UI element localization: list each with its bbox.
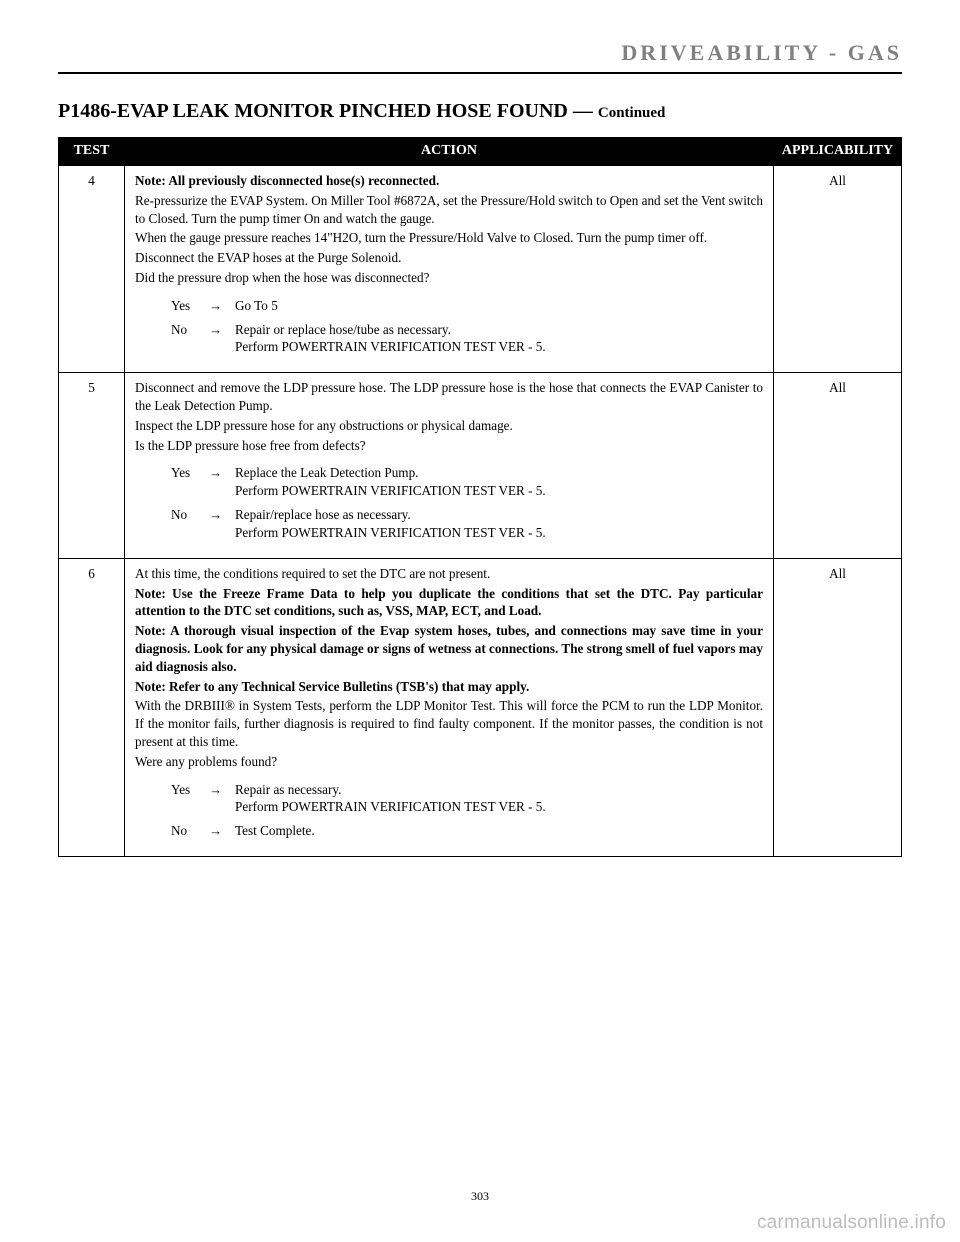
table-row: 4 Note: All previously disconnected hose(… <box>59 165 902 372</box>
arrow-icon: → <box>209 781 235 799</box>
action-cell: Disconnect and remove the LDP pressure h… <box>125 373 774 559</box>
test-number: 6 <box>59 558 125 856</box>
title-main: P1486-EVAP LEAK MONITOR PINCHED HOSE FOU… <box>58 100 568 122</box>
diagnostic-table: TEST ACTION APPLICABILITY 4 Note: All pre… <box>58 137 902 857</box>
section-header: DRIVEABILITY - GAS <box>58 40 902 66</box>
yes-no-block: Yes→Repair as necessary.Perform POWERTRA… <box>135 781 763 840</box>
action-line: Note: A thorough visual inspection of th… <box>135 622 763 675</box>
page-title: P1486-EVAP LEAK MONITOR PINCHED HOSE FOU… <box>58 100 902 123</box>
action-line: When the gauge pressure reaches 14"H2O, … <box>135 229 763 247</box>
table-header-row: TEST ACTION APPLICABILITY <box>59 138 902 166</box>
action-line: Disconnect the EVAP hoses at the Purge S… <box>135 249 763 267</box>
yn-label: Yes <box>171 464 209 482</box>
yn-row: Yes→Replace the Leak Detection Pump.Perf… <box>135 464 763 500</box>
action-line: Disconnect and remove the LDP pressure h… <box>135 379 763 415</box>
title-sep: — <box>568 100 598 122</box>
yn-row: No→Repair/replace hose as necessary.Perf… <box>135 506 763 542</box>
yes-no-block: Yes→Replace the Leak Detection Pump.Perf… <box>135 464 763 541</box>
table-row: 6 At this time, the conditions required t… <box>59 558 902 856</box>
yn-label: No <box>171 822 209 840</box>
watermark: carmanualsonline.info <box>757 1212 946 1234</box>
table-row: 5 Disconnect and remove the LDP pressure … <box>59 373 902 559</box>
test-number: 5 <box>59 373 125 559</box>
applicability-cell: All <box>774 558 902 856</box>
col-action: ACTION <box>125 138 774 166</box>
yn-text: Test Complete. <box>235 822 763 840</box>
action-line: With the DRBIII® in System Tests, perfor… <box>135 697 763 750</box>
action-line: Inspect the LDP pressure hose for any ob… <box>135 417 763 435</box>
page-number: 303 <box>0 1189 960 1204</box>
divider <box>58 72 902 74</box>
action-cell: At this time, the conditions required to… <box>125 558 774 856</box>
arrow-icon: → <box>209 822 235 840</box>
action-line: Is the LDP pressure hose free from defec… <box>135 437 763 455</box>
applicability-cell: All <box>774 165 902 372</box>
yn-text: Repair as necessary.Perform POWERTRAIN V… <box>235 781 763 817</box>
yn-label: Yes <box>171 297 209 315</box>
arrow-icon: → <box>209 297 235 315</box>
yes-no-block: Yes→Go To 5 No→Repair or replace hose/tub… <box>135 297 763 356</box>
yn-label: No <box>171 321 209 339</box>
page: DRIVEABILITY - GAS P1486-EVAP LEAK MONIT… <box>0 0 960 857</box>
yn-text: Repair or replace hose/tube as necessary… <box>235 321 763 357</box>
yn-row: No→Repair or replace hose/tube as necess… <box>135 321 763 357</box>
title-continued: Continued <box>598 105 666 121</box>
applicability-cell: All <box>774 373 902 559</box>
yn-text: Repair/replace hose as necessary.Perform… <box>235 506 763 542</box>
yn-row: Yes→Repair as necessary.Perform POWERTRA… <box>135 781 763 817</box>
action-line: Note: Refer to any Technical Service Bul… <box>135 678 763 696</box>
action-line: At this time, the conditions required to… <box>135 565 763 583</box>
arrow-icon: → <box>209 464 235 482</box>
yn-row: Yes→Go To 5 <box>135 297 763 315</box>
arrow-icon: → <box>209 506 235 524</box>
action-line: Note: Use the Freeze Frame Data to help … <box>135 585 763 621</box>
action-line: Were any problems found? <box>135 753 763 771</box>
test-number: 4 <box>59 165 125 372</box>
yn-row: No→Test Complete. <box>135 822 763 840</box>
col-test: TEST <box>59 138 125 166</box>
action-line: Note: All previously disconnected hose(s… <box>135 172 763 190</box>
action-line: Re-pressurize the EVAP System. On Miller… <box>135 192 763 228</box>
yn-text: Replace the Leak Detection Pump.Perform … <box>235 464 763 500</box>
yn-text: Go To 5 <box>235 297 763 315</box>
yn-label: Yes <box>171 781 209 799</box>
action-line: Did the pressure drop when the hose was … <box>135 269 763 287</box>
arrow-icon: → <box>209 321 235 339</box>
yn-label: No <box>171 506 209 524</box>
col-app: APPLICABILITY <box>774 138 902 166</box>
action-cell: Note: All previously disconnected hose(s… <box>125 165 774 372</box>
